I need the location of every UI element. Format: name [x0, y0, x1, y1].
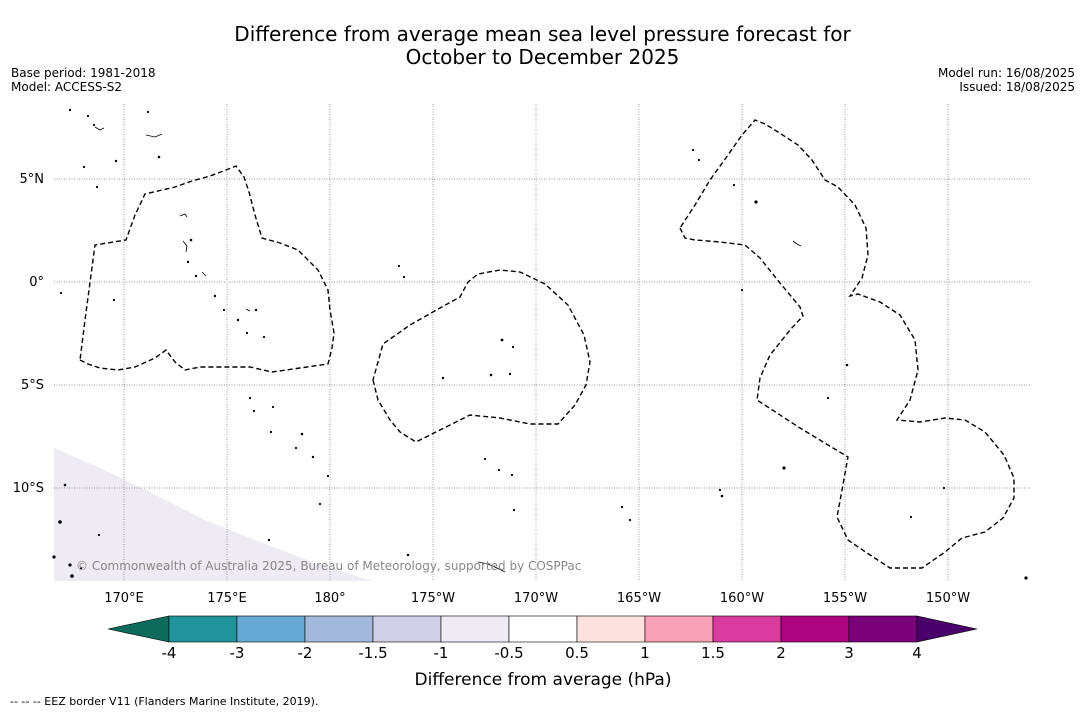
eez-borders [79, 119, 1015, 569]
colorbar-tick-label: 2 [776, 644, 786, 662]
islands [52, 108, 1028, 580]
map-title-line1: Difference from average mean sea level p… [234, 22, 851, 46]
lat-label-0: 0° [29, 275, 44, 290]
colorbar-bin [372, 615, 442, 643]
colorbar-bin [304, 615, 374, 643]
longitude-labels: 170°E 175°E 180° 175°W 170°W 165°W 160°W… [104, 591, 970, 606]
lon-label-160w: 160°W [720, 591, 764, 606]
eez-border-west [79, 165, 335, 373]
colorbar-tick-label: 1.5 [701, 644, 725, 662]
lon-label-165w: 165°W [617, 591, 661, 606]
colorbar-tick-label: 1 [640, 644, 650, 662]
colorbar-tick-label: -2 [298, 644, 313, 662]
colorbar-tick-label: -3 [230, 644, 245, 662]
colorbar-tick-label: 0.5 [565, 644, 589, 662]
colorbar-extend-high [916, 615, 978, 643]
lon-label-170w: 170°W [514, 591, 558, 606]
colorbar-bin [712, 615, 782, 643]
graticule [54, 104, 1031, 581]
eez-footnote: -- -- -- EEZ border V11 (Flanders Marine… [10, 695, 319, 708]
colorbar-tick-label: 3 [844, 644, 854, 662]
colorbar-tick-label: -1.5 [358, 644, 387, 662]
base-period: Base period: 1981-2018 [11, 66, 156, 80]
colorbar-bin [508, 615, 578, 643]
lon-label-175e: 175°E [207, 591, 247, 606]
issued-date: Issued: 18/08/2025 [959, 80, 1075, 94]
colorbar-tick-label: -1 [434, 644, 449, 662]
model-run: Model run: 16/08/2025 [937, 66, 1075, 80]
lon-label-175w: 175°W [411, 591, 455, 606]
colorbar-bin [168, 615, 238, 643]
colorbar-tick-label: -0.5 [494, 644, 523, 662]
model-name: Model: ACCESS-S2 [11, 80, 123, 94]
colorbar-extend-low [107, 615, 170, 643]
lon-label-150w: 150°W [926, 591, 970, 606]
colorbar-bin [848, 615, 918, 643]
colorbar-bin [644, 615, 714, 643]
lon-label-170e: 170°E [104, 591, 144, 606]
map-title-line2: October to December 2025 [405, 45, 680, 69]
lat-label-10s: 10°S [13, 481, 44, 496]
lat-label-5s: 5°S [21, 378, 44, 393]
colorbar-bin [576, 615, 646, 643]
map-frame [54, 104, 1031, 581]
colorbar-tick-label: 4 [912, 644, 922, 662]
eez-border-east [679, 119, 1015, 569]
colorbar: -4 -3 -2 -1.5 -1 -0.5 0.5 1 1.5 2 3 4 [107, 615, 978, 662]
pressure-anomaly-shading [54, 448, 372, 581]
lon-label-155w: 155°W [823, 591, 867, 606]
colorbar-tick-label: -4 [162, 644, 177, 662]
colorbar-bin [780, 615, 850, 643]
lon-label-180: 180° [314, 591, 345, 606]
lat-label-5n: 5°N [20, 172, 45, 187]
colorbar-label: Difference from average (hPa) [415, 670, 672, 690]
colorbar-bin [440, 615, 510, 643]
latitude-labels: 5°N 0° 5°S 10°S [13, 172, 44, 496]
copyright-notice: © Commonwealth of Australia 2025, Bureau… [76, 559, 581, 573]
colorbar-bin [236, 615, 306, 643]
eez-border-central [372, 269, 591, 443]
